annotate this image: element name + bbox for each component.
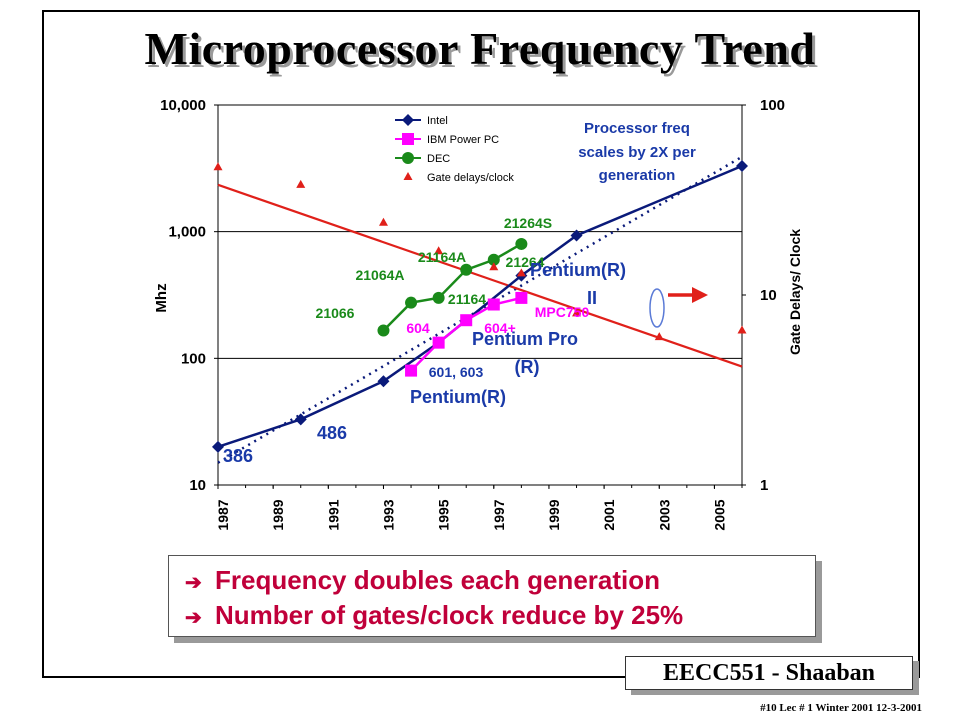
data-point	[213, 162, 223, 171]
legend-marker	[402, 114, 414, 126]
y-tick-label: 1,000	[168, 224, 206, 241]
y2-tick-label: 10	[760, 287, 777, 304]
x-tick-label: 2003	[656, 499, 672, 530]
bullet-line-2: ➔ Number of gates/clock reduce by 25%	[185, 599, 815, 634]
legend-marker	[402, 133, 414, 145]
legend-label: IBM Power PC	[427, 134, 499, 146]
annotation-label: scales by 2X per	[578, 144, 696, 161]
annotation-label: 21164	[448, 291, 486, 307]
data-point	[654, 332, 664, 341]
course-badge: EECC551 - Shaaban	[625, 656, 913, 690]
x-tick-label: 1989	[270, 499, 286, 530]
data-point	[736, 159, 748, 172]
legend-marker	[402, 152, 414, 164]
x-tick-label: 2001	[601, 499, 617, 530]
x-tick-label: 1987	[215, 499, 231, 530]
annotation-label: 21264S	[504, 215, 552, 231]
annotation-label: 604+	[484, 320, 516, 336]
annotation-label: Pentium Pro	[472, 329, 578, 349]
annotation-label: 486	[317, 423, 347, 443]
bullet-line-1: ➔ Frequency doubles each generation	[185, 564, 815, 599]
data-point	[212, 440, 224, 453]
x-tick-label: 2005	[711, 499, 727, 530]
y-tick-label: 10	[189, 477, 206, 494]
annotation-label: MPC750	[535, 304, 590, 320]
data-point	[515, 291, 528, 304]
y-tick-label: 100	[181, 350, 206, 367]
data-point	[405, 296, 418, 309]
legend-label: Intel	[427, 115, 448, 127]
data-point	[460, 263, 473, 276]
x-tick-label: 1999	[546, 499, 562, 530]
annotation-label: (R)	[515, 357, 540, 377]
bullet-text: Number of gates/clock reduce by 25%	[215, 600, 684, 630]
annotation-label: 21164A	[418, 249, 466, 265]
data-point	[405, 364, 418, 377]
legend-label: DEC	[427, 153, 450, 165]
data-point	[570, 229, 583, 242]
y2-axis-label: Gate Delays/ Clock	[787, 229, 803, 355]
gate-delay-trend-line	[217, 183, 743, 368]
bullet-text: Frequency doubles each generation	[215, 565, 660, 595]
slide-title: Microprocessor Frequency Trend	[144, 23, 816, 74]
data-point	[432, 291, 445, 304]
annotation-label: 21064A	[355, 267, 404, 283]
data-point	[515, 237, 528, 250]
right-arrow-icon	[692, 287, 708, 303]
x-tick-label: 1993	[380, 499, 396, 530]
data-point	[377, 324, 390, 337]
slide-footer: #10 Lec # 1 Winter 2001 12-3-2001	[760, 702, 922, 714]
summary-callout: ➔ Frequency doubles each generation ➔ Numb…	[168, 555, 816, 637]
course-badge-text: EECC551 - Shaaban	[662, 660, 876, 686]
x-tick-label: 1995	[436, 499, 452, 530]
trend-projection-line	[217, 155, 743, 464]
data-point	[460, 314, 473, 327]
highlight-ellipse	[649, 288, 665, 328]
data-point	[432, 336, 445, 349]
y-tick-label: 10,000	[160, 97, 206, 114]
annotation-label: Pentium(R)	[410, 387, 506, 407]
right-arrow-bullet-icon: ➔	[185, 607, 202, 629]
annotation-label: generation	[599, 167, 676, 184]
data-point	[737, 325, 747, 334]
annotation-label: 601, 603	[429, 364, 484, 380]
data-point	[516, 268, 526, 277]
annotation-label: 386	[223, 446, 253, 466]
slide-frame	[42, 10, 920, 678]
data-point	[434, 246, 444, 255]
data-point	[296, 179, 306, 188]
data-point	[487, 253, 500, 266]
title-container: Microprocessor Frequency Trend	[0, 22, 960, 75]
x-tick-label: 1997	[491, 499, 507, 530]
data-point	[294, 413, 307, 426]
y2-tick-label: 100	[760, 97, 785, 114]
right-arrow-bullet-icon: ➔	[185, 572, 202, 594]
annotation-label: Pentium(R)	[530, 260, 626, 280]
data-point	[489, 262, 499, 271]
legend-marker	[403, 172, 413, 180]
legend-label: Gate delays/clock	[427, 172, 514, 184]
annotation-label: Processor freq	[584, 120, 690, 137]
annotation-label: 21066	[316, 305, 355, 321]
x-tick-label: 1991	[325, 499, 341, 530]
y-axis-label: Mhz	[153, 283, 170, 312]
annotation-label: 21264	[506, 254, 545, 270]
data-point	[487, 298, 500, 311]
y2-tick-label: 1	[760, 477, 768, 494]
data-point	[377, 375, 390, 388]
data-point	[378, 217, 388, 226]
annotation-label: II	[587, 288, 597, 308]
data-point	[572, 308, 582, 317]
annotation-label: 604	[406, 320, 430, 336]
